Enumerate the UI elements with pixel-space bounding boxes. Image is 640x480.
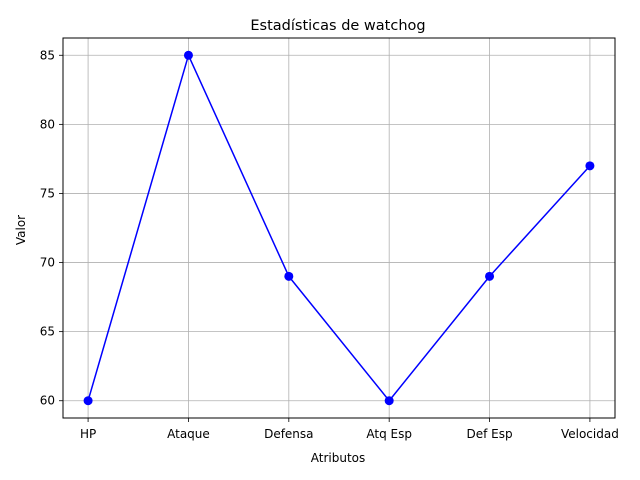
y-tick-label: 70 (40, 256, 55, 270)
x-tick-label: Velocidad (561, 427, 619, 441)
y-tick-label: 75 (40, 186, 55, 200)
x-tick-label: Atq Esp (366, 427, 412, 441)
ticks: HP Ataque Defensa Atq Esp Def Esp Velocidad 60… (40, 48, 619, 441)
y-tick-label: 80 (40, 117, 55, 131)
y-tick-label: 85 (40, 48, 55, 62)
y-tick-label: 65 (40, 325, 55, 339)
x-tick-label: Ataque (167, 427, 210, 441)
data-point (83, 396, 93, 406)
data-point (585, 161, 595, 171)
data-point (284, 271, 294, 281)
chart-title: Estadísticas de watchog (250, 18, 425, 34)
data-point (183, 50, 193, 60)
grid (63, 38, 615, 418)
y-tick-label: 60 (40, 394, 55, 408)
x-tick-label: HP (80, 427, 96, 441)
x-tick-label: Defensa (264, 427, 313, 441)
series-line (87, 54, 591, 402)
series (83, 50, 595, 406)
x-axis-label: Atributos (311, 451, 366, 465)
x-tick-label: Def Esp (466, 427, 512, 441)
data-point (384, 396, 394, 406)
y-axis-label: Valor (14, 215, 28, 245)
plot-frame (62, 37, 616, 419)
data-point (485, 271, 495, 281)
